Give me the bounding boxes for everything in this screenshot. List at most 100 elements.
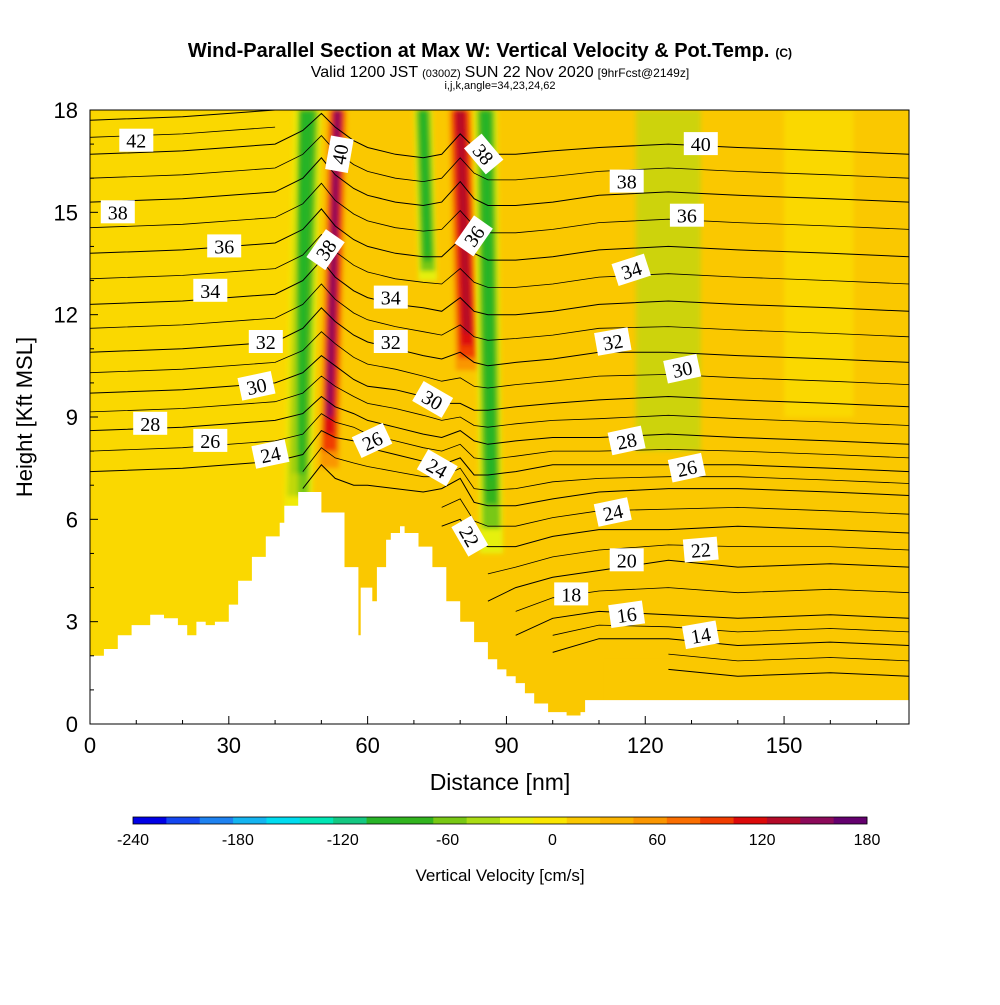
contour-label: 32 [248,330,283,354]
contour-label: 26 [193,428,228,453]
colorbar-swatch [399,817,434,824]
colorbar-swatch [800,817,835,824]
contour-label-box [451,515,489,557]
contour-label: 14 [681,620,720,650]
contour-label-text: 32 [256,332,276,354]
theta-contour-intermediate [515,587,909,612]
colorbar-tick-label: 180 [854,832,881,849]
theta-contour-24 [302,464,909,507]
contour-label-text: 20 [617,550,637,572]
contour-label: 40 [325,135,354,173]
theta-contour-14 [668,668,909,677]
contour-label-box [681,620,720,650]
x-tick-label: 30 [217,733,241,758]
colorbar-swatch [700,817,734,824]
theta-contour-intermediate [90,283,909,341]
contour-label-text: 42 [126,131,146,153]
colorbar-swatch [733,817,768,824]
contour-label-box [594,327,632,356]
contour-label: 36 [207,234,242,258]
chart-subtitle2: i,j,k,angle=34,23,24,62 [444,80,555,92]
colorbar-swatch [833,817,868,824]
contour-label-box [669,203,704,227]
plot-area: 42 38 36 34 32 30 28 26 24 40 38 34 32 26 30 24 22 38 36 40… [90,110,909,724]
theta-contour-28 [90,395,909,445]
contour-label-text: 22 [690,539,712,563]
contour-label: 30 [663,353,702,384]
theta-contour-intermediate [90,331,909,389]
y-tick-label: 12 [54,303,78,328]
contour-label-box [306,229,345,271]
y-tick-label: 9 [66,405,78,430]
contour-label: 24 [251,439,290,469]
colorbar-label: Vertical Velocity [cm/s] [415,866,584,885]
contour-label-box [667,452,706,483]
colorbar-tick-label: 0 [548,832,557,849]
contour-label-text: 32 [601,330,625,355]
contour-label-text: 34 [381,288,401,310]
contour-label: 20 [609,548,644,572]
colorbar-swatch [433,817,468,824]
contour-label-text: 24 [601,501,625,527]
theta-contour-34 [90,259,909,316]
contour-label: 28 [607,425,646,456]
colorbar-swatch [766,817,801,824]
y-axis-label: Height [Kft MSL] [12,337,37,497]
chart-subtitle: Valid 1200 JST (0300Z) SUN 22 Nov 2020 [9hr… [311,64,689,81]
contour-label-text: 18 [561,584,581,606]
contour-label-box [351,422,393,459]
colorbar-swatch [299,817,334,824]
contour-label-text: 28 [140,414,160,436]
colorbar-tick-label: -240 [117,832,149,849]
contour-label: 24 [593,497,632,527]
velocity-patch [534,382,599,588]
contour-label-box [119,128,154,152]
contour-label-box [373,330,408,353]
theta-contour-38 [90,157,909,207]
y-axis: 0 3 6 9 12 15 18 [54,98,98,737]
x-tick-label: 150 [766,733,803,758]
colorbar-tick-label: -180 [222,832,254,849]
theta-contour-32 [90,307,909,367]
y-tick-label: 6 [66,507,78,532]
contour-label-box [611,253,651,287]
contour-label-text: 40 [691,134,711,156]
contour-label-text: 26 [675,456,699,482]
contour-label: 34 [193,278,228,303]
contour-label-box [100,200,135,224]
contour-label-box [609,169,644,193]
colorbar-swatch [466,817,501,824]
colorbar-swatch [600,817,634,824]
contour-label-text: 26 [200,431,220,453]
colorbar-tick-label: -120 [327,832,359,849]
colorbar: -240 -180 -120 -60 0 60 120 180 [117,816,881,849]
theta-contour-intermediate [668,653,909,662]
contour-label-box [663,353,702,384]
colorbar-swatch [266,817,301,824]
contour-label-box [416,449,458,487]
contour-label: 34 [611,253,651,287]
y-tick-label: 0 [66,712,78,737]
x-axis: 0 30 60 90 120 150 [84,716,878,758]
colorbar-tick-label: 120 [749,832,776,849]
contour-label-text: 24 [259,443,283,469]
theta-contour-40 [90,112,909,159]
subtitle-utc: (0300Z) [422,68,461,80]
colorbar-swatch [500,817,534,824]
contour-label-text: 14 [689,624,713,649]
contour-label-text: 30 [245,374,269,400]
colorbar-swatch [199,817,234,824]
contour-label-box [133,411,168,435]
contour-label: 32 [594,327,632,356]
theta-contour-intermediate [441,498,909,527]
velocity-band [326,110,341,417]
colorbar-swatch [633,817,668,824]
colorbar-tick-label: 60 [648,832,666,849]
contour-label-text: 30 [670,357,694,383]
colorbar-swatch [233,817,267,824]
x-tick-label: 90 [494,733,518,758]
contour-label-text: 16 [615,604,638,629]
colorbar-swatch [666,817,701,824]
theta-contour-intermediate [90,375,909,428]
